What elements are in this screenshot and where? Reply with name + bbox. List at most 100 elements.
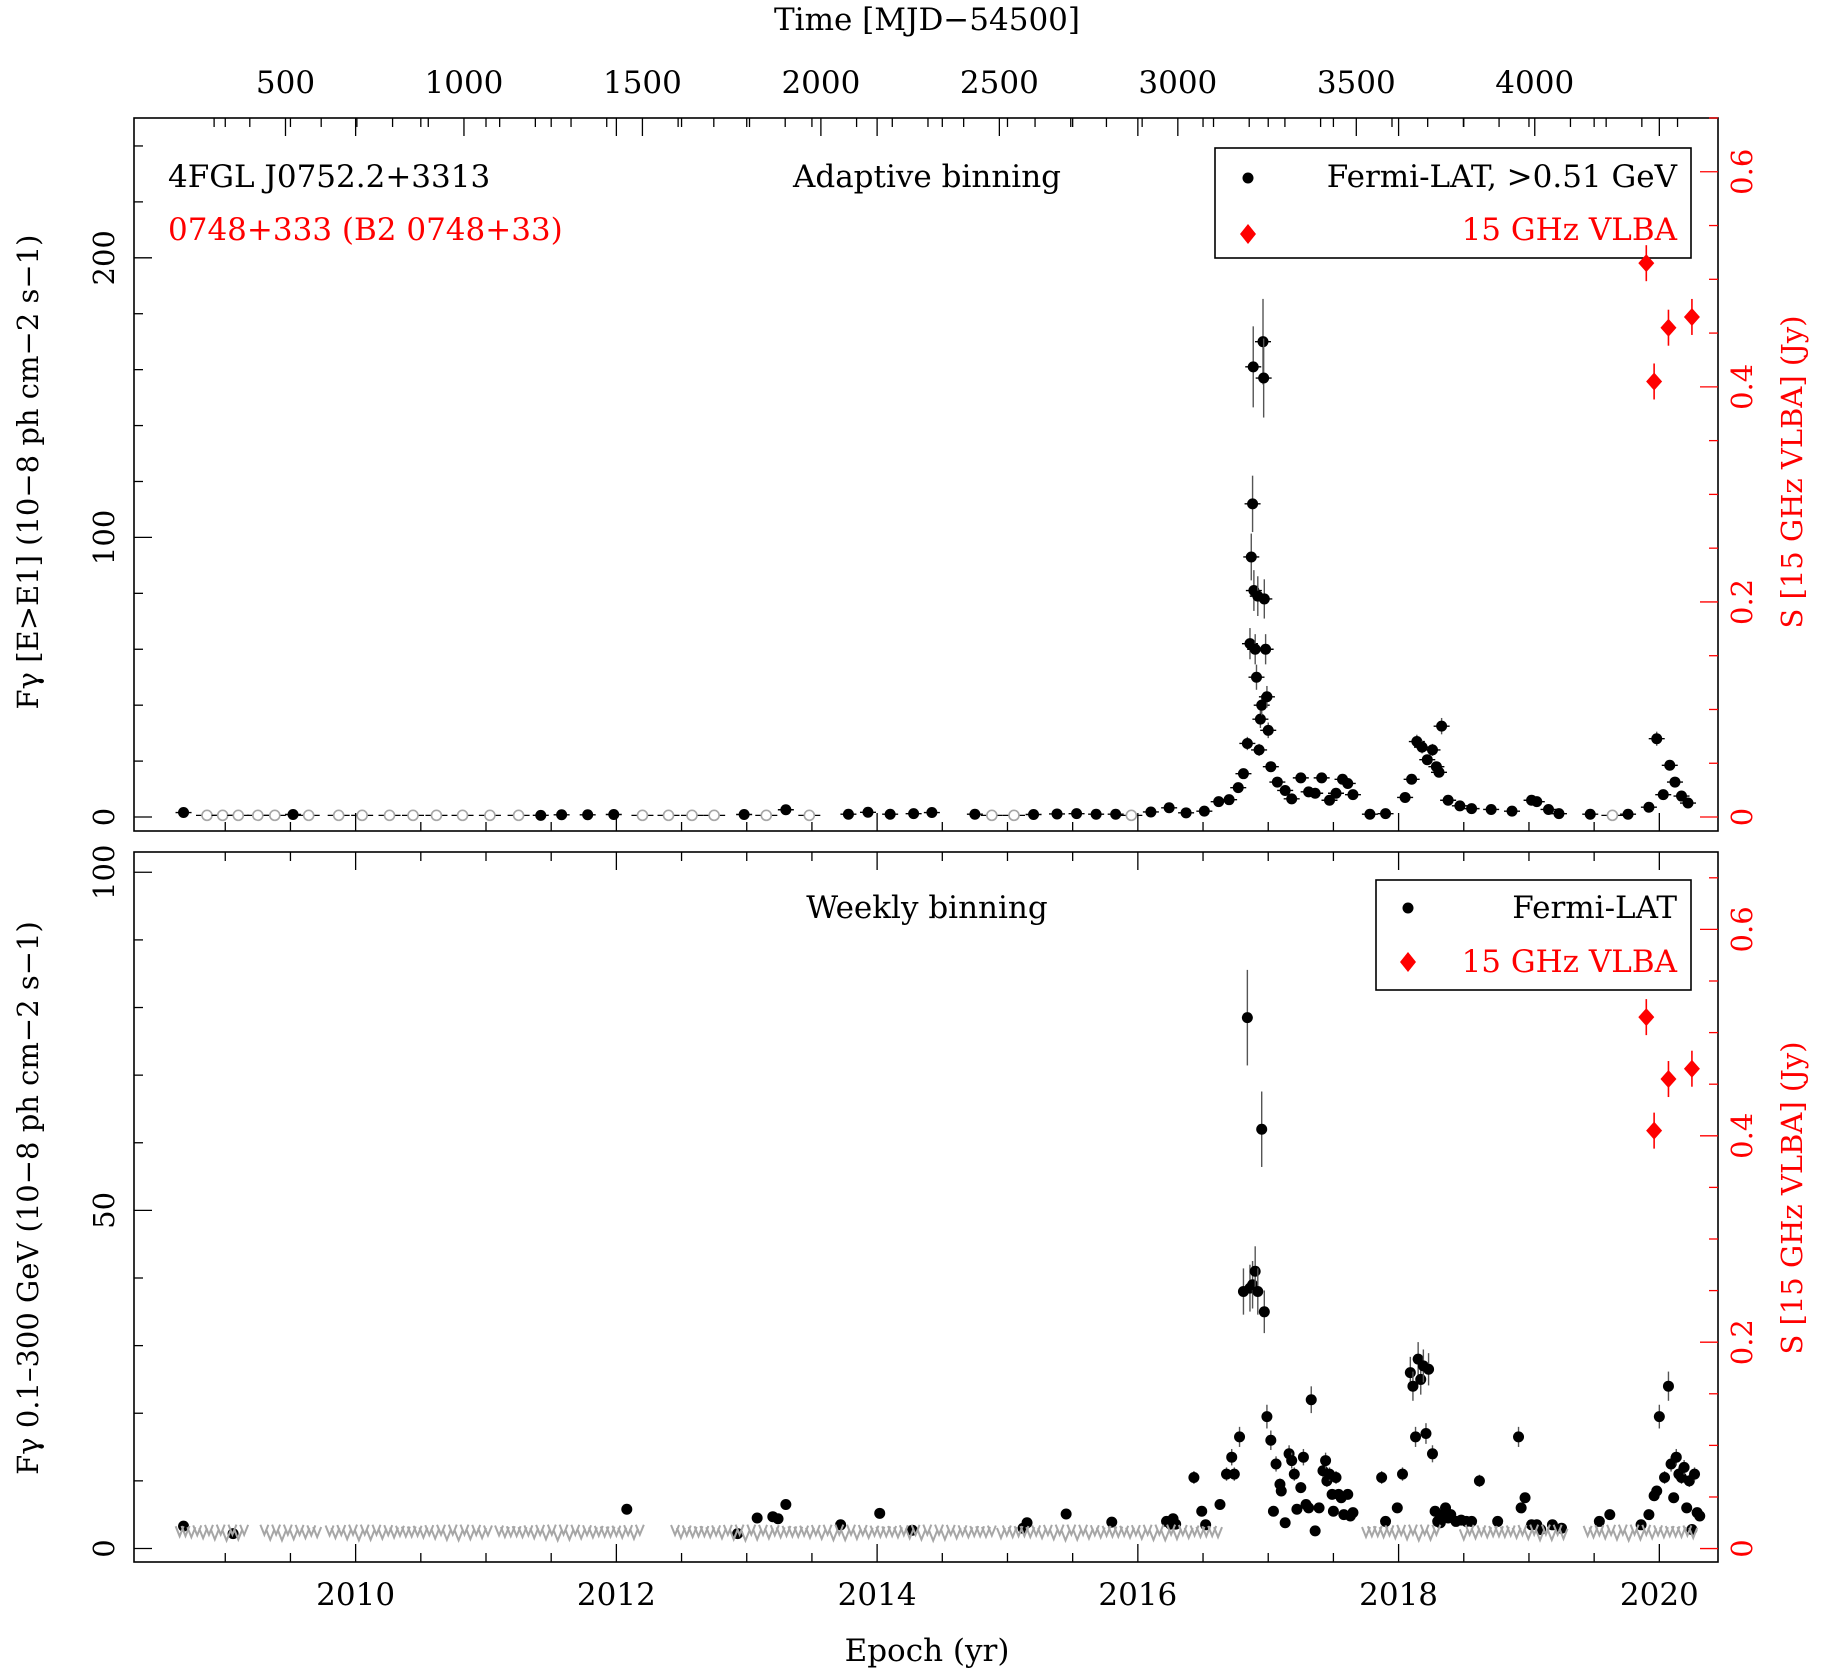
- bottom-gamma-point: [1643, 1509, 1655, 1521]
- bottom-upper-limit-point: [805, 1527, 815, 1541]
- top-legend-radio-marker: [1240, 224, 1256, 244]
- bottom-upper-limit-point: [1060, 1530, 1071, 1544]
- bottom-gamma-point: [1651, 1485, 1663, 1497]
- bottom-upper-limit-point: [430, 1528, 441, 1542]
- bottom-upper-limit-point: [910, 1524, 921, 1538]
- bottom-upper-limit-point: [1042, 1524, 1053, 1538]
- bottom-upper-limit-point: [576, 1528, 587, 1542]
- bottom-gamma-point: [1519, 1492, 1531, 1504]
- bottom-upper-limit-point: [1688, 1527, 1699, 1541]
- top-upper-limit-point: [332, 809, 345, 822]
- top-upper-limit-point: [216, 809, 229, 822]
- bottom-gamma-point: [1060, 1508, 1072, 1520]
- epoch-tick-label: 2010: [316, 1577, 395, 1613]
- top-gamma-point: [1309, 787, 1321, 799]
- bottom-gamma-point: [1327, 1505, 1339, 1517]
- top-gamma-point: [1245, 551, 1257, 563]
- bottom-upper-limit-point: [1413, 1530, 1424, 1544]
- top-upper-limit-point: [356, 809, 368, 822]
- top-gamma-point: [1330, 787, 1342, 799]
- source-name: 4FGL J0752.2+3313: [168, 159, 490, 195]
- top-gamma-point: [1028, 809, 1040, 821]
- bottom-gamma-point: [1305, 1394, 1317, 1406]
- bottom-upper-limit-point: [209, 1529, 220, 1543]
- bottom-upper-limit-point: [728, 1529, 739, 1543]
- bottom-upper-limit-point: [265, 1529, 276, 1543]
- bottom-gamma-point: [1380, 1515, 1392, 1527]
- top-gamma-point: [1406, 773, 1418, 785]
- bottom-upper-limit-point: [288, 1528, 299, 1542]
- top-gamma-point: [1260, 643, 1272, 655]
- top-y-axis-label: Fγ [E>E1] (10−8 ph cm−2 s−1): [11, 235, 45, 710]
- bottom-upper-limit-point: [259, 1524, 270, 1538]
- bottom-upper-limit-point: [816, 1528, 827, 1542]
- top-gamma-point: [1223, 794, 1235, 806]
- bottom-gamma-point: [1473, 1475, 1485, 1487]
- bottom-gamma-point: [1270, 1458, 1282, 1470]
- top-gamma-point: [1265, 761, 1277, 773]
- top-gamma-point: [1669, 776, 1681, 788]
- top-upper-limit-point: [686, 809, 698, 822]
- bottom-upper-limit-point: [705, 1526, 716, 1540]
- bottom-upper-limit-point: [1396, 1524, 1407, 1538]
- bottom-gamma-point: [1653, 1411, 1665, 1423]
- bottom-gamma-point: [1170, 1518, 1182, 1530]
- time-tick-label: 3500: [1317, 65, 1396, 101]
- top-y2-tick-label: 0.2: [1725, 579, 1759, 625]
- bottom-upper-limit-point: [1517, 1524, 1528, 1538]
- time-tick-label: 3000: [1138, 65, 1217, 101]
- top-gamma-point: [1256, 699, 1268, 711]
- bottom-gamma-point: [1021, 1517, 1033, 1529]
- bottom-gamma-point: [1659, 1471, 1671, 1483]
- bottom-gamma-point: [1279, 1517, 1291, 1529]
- top-gamma-point: [178, 807, 190, 819]
- bottom-gamma-point: [1313, 1502, 1325, 1514]
- bottom-gamma-point: [1249, 1265, 1261, 1277]
- top-upper-limit-point: [636, 809, 649, 822]
- top-gamma-point: [1279, 784, 1291, 796]
- bottom-upper-limit-point: [1623, 1530, 1634, 1544]
- epoch-tick-label: 2012: [577, 1577, 656, 1613]
- bottom-gamma-point: [772, 1513, 784, 1525]
- bottom-gamma-point: [1267, 1505, 1279, 1517]
- top-upper-limit-point: [232, 809, 245, 822]
- epoch-tick-label: 2014: [838, 1577, 917, 1613]
- bottom-upper-limit-point: [447, 1524, 458, 1538]
- bottom-gamma-point: [1415, 1373, 1427, 1385]
- time-tick-label: 4000: [1495, 65, 1574, 101]
- bottom-upper-limit-point: [617, 1527, 628, 1541]
- bottom-upper-limit-point: [1617, 1524, 1628, 1538]
- top-gamma-point: [1163, 802, 1175, 814]
- top-marks: [175, 245, 1700, 822]
- bottom-upper-limit-point: [763, 1528, 774, 1542]
- bottom-gamma-point: [1196, 1505, 1208, 1517]
- bottom-y2-tick-label: 0: [1725, 1539, 1759, 1557]
- top-gamma-point: [1237, 768, 1249, 780]
- bottom-radio-point: [1683, 1059, 1700, 1078]
- bottom-gamma-point: [1662, 1380, 1674, 1392]
- top-gamma-point: [1657, 789, 1669, 801]
- top-gamma-point: [1323, 794, 1335, 806]
- bottom-upper-limit-point: [371, 1524, 382, 1538]
- bottom-gamma-point: [1420, 1428, 1432, 1440]
- bottom-legend: Fermi-LAT 15 GHz VLBA: [1375, 879, 1692, 991]
- bottom-gamma-point: [1252, 1286, 1264, 1298]
- bottom-gamma-point: [1226, 1451, 1238, 1463]
- top-gamma-point: [1433, 766, 1445, 778]
- bottom-upper-limit-point: [752, 1529, 763, 1543]
- bottom-gamma-point: [1515, 1502, 1527, 1514]
- top-gamma-point: [556, 809, 568, 821]
- top-gamma-point: [1271, 776, 1283, 788]
- bottom-gamma-point: [1342, 1488, 1354, 1500]
- top-gamma-point: [1198, 805, 1210, 817]
- top-upper-limit-point: [407, 809, 419, 822]
- bottom-gamma-point: [1188, 1471, 1200, 1483]
- bottom-upper-limit-point: [1378, 1526, 1389, 1540]
- bottom-upper-limit-point: [186, 1526, 197, 1540]
- bottom-upper-limit-point: [1540, 1524, 1551, 1538]
- bottom-axis-label: Epoch (yr): [845, 1633, 1010, 1669]
- top-upper-limit-point: [1125, 809, 1138, 822]
- bottom-upper-limit-point: [951, 1527, 962, 1541]
- epoch-axis: 2010 2012 2014 2016 2018 2020: [316, 1577, 1699, 1613]
- bottom-gamma-point: [835, 1519, 847, 1531]
